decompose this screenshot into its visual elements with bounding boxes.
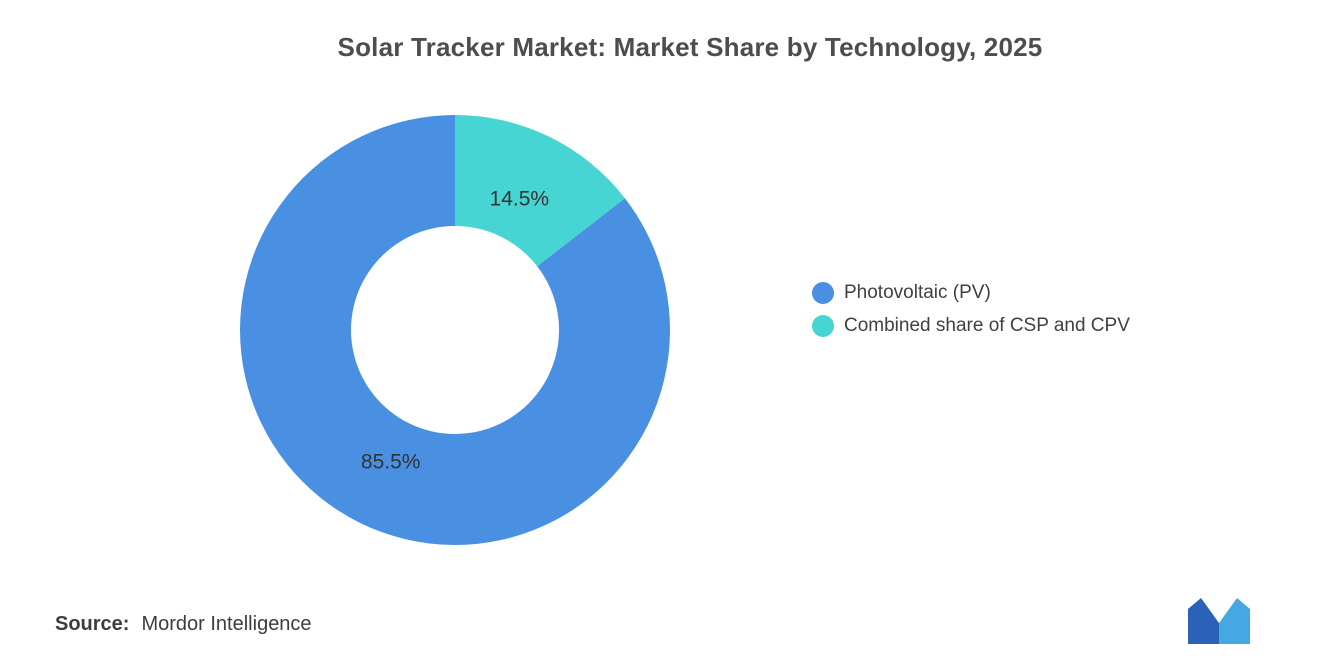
slice-label-0: 85.5% [361,450,421,473]
chart-title: Solar Tracker Market: Market Share by Te… [337,32,1043,62]
donut-slice-1[interactable] [455,115,625,267]
logo-right-shape [1219,598,1250,644]
slice-label-1: 14.5% [490,188,550,211]
legend-marker-csp-cpv-icon [812,315,834,337]
logo-left-shape [1188,598,1219,644]
mordor-intelligence-logo [1188,598,1250,644]
legend-item-csp-cpv[interactable]: Combined share of CSP and CPV [812,315,1130,337]
donut-slice-0[interactable] [240,115,670,545]
legend-label-csp-cpv: Combined share of CSP and CPV [844,315,1130,336]
legend-label-pv: Photovoltaic (PV) [844,282,991,303]
legend-item-pv[interactable]: Photovoltaic (PV) [812,282,1130,304]
legend-marker-pv-icon [812,282,834,304]
source-note: Source: Mordor Intelligence [55,613,312,636]
source-label: Source: [55,613,130,635]
source-value: Mordor Intelligence [141,613,312,635]
donut-chart: 85.5% 14.5% [240,115,670,545]
legend: Photovoltaic (PV) Combined share of CSP … [812,282,1130,337]
